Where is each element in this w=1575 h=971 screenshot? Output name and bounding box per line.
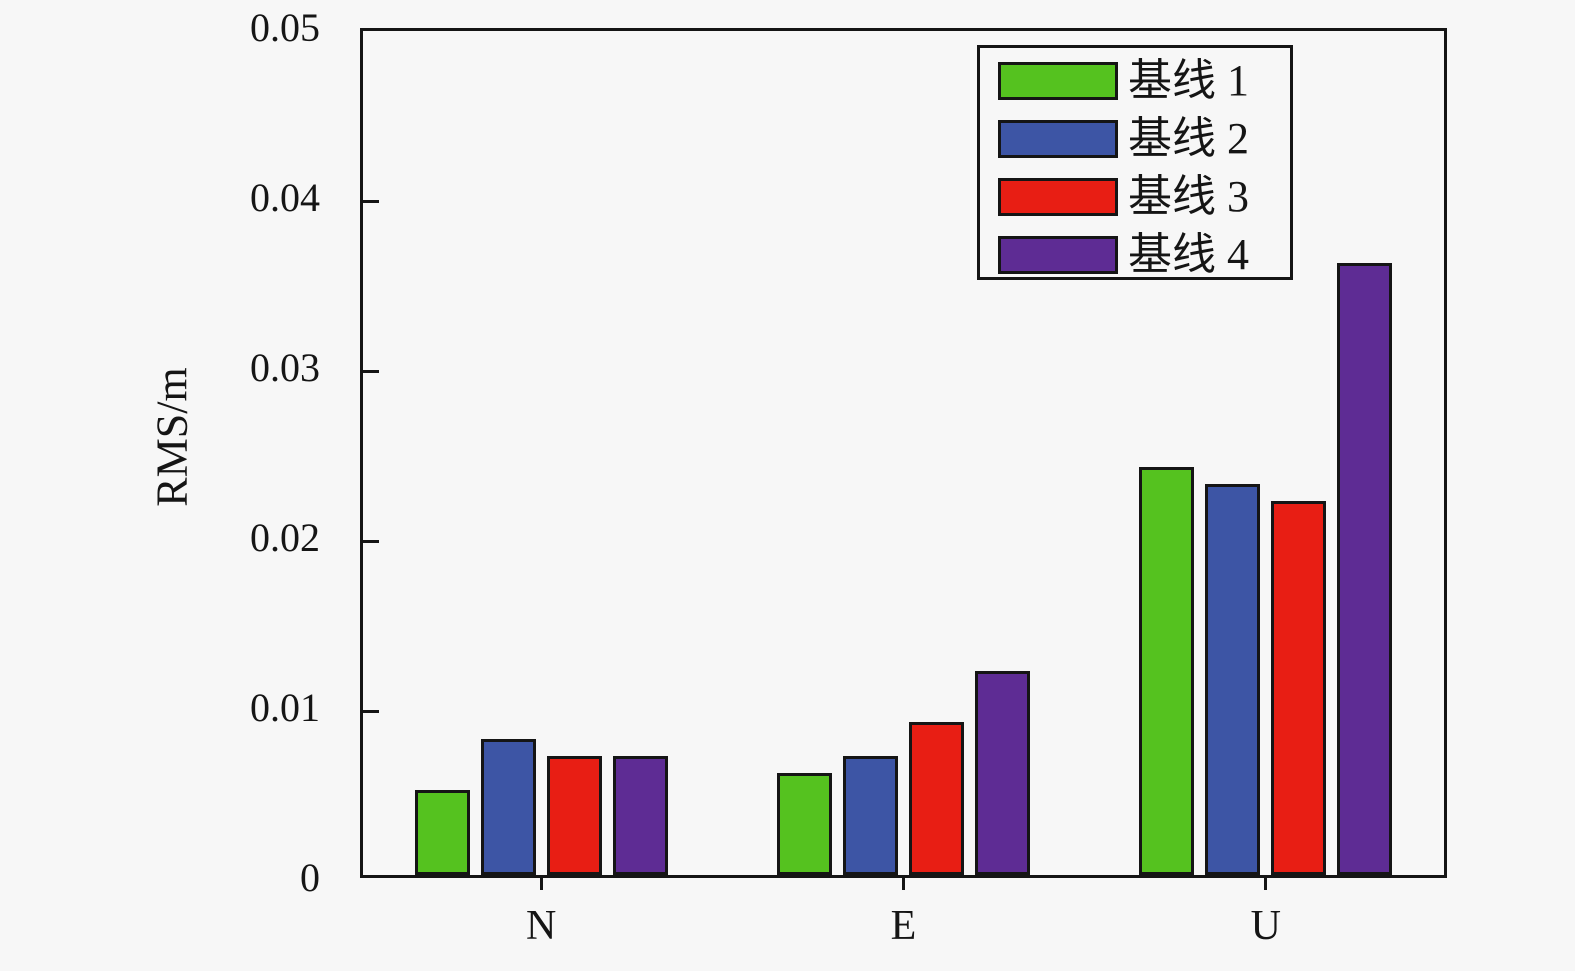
legend-label: 基线 4 xyxy=(1128,230,1249,279)
y-tick-label: 0.02 xyxy=(250,515,320,560)
bar-E-series-1 xyxy=(777,773,832,875)
x-tick-label-U: U xyxy=(1250,903,1281,949)
x-tick-label-E: E xyxy=(890,903,917,949)
legend-swatch xyxy=(998,178,1118,216)
bar-U-series-1 xyxy=(1139,467,1195,875)
y-tick-mark xyxy=(363,709,379,713)
y-tick-label: 0 xyxy=(300,855,320,900)
y-tick-mark xyxy=(363,539,379,543)
bar-U-series-2 xyxy=(1205,484,1261,875)
legend-label: 基线 2 xyxy=(1128,114,1249,163)
y-tick-label: 0.04 xyxy=(250,175,320,220)
bar-E-series-2 xyxy=(843,756,898,875)
x-tick-mark xyxy=(1264,878,1268,890)
legend-swatch xyxy=(998,236,1118,274)
legend-item: 基线 1 xyxy=(980,56,1290,106)
legend-swatch xyxy=(998,62,1118,100)
bar-U-series-4 xyxy=(1337,263,1393,875)
legend-item: 基线 4 xyxy=(980,230,1290,280)
x-tick-mark xyxy=(539,878,543,890)
legend-label: 基线 3 xyxy=(1128,172,1249,221)
bar-E-series-4 xyxy=(975,671,1030,875)
y-tick-mark xyxy=(363,199,379,203)
bar-U-series-3 xyxy=(1271,501,1327,875)
bar-N-series-2 xyxy=(480,739,536,875)
legend-swatch xyxy=(998,120,1118,158)
plot-area: 基线 1 基线 2 基线 3 基线 4 xyxy=(360,28,1447,878)
y-tick-label: 0.05 xyxy=(250,5,320,50)
legend-item: 基线 3 xyxy=(980,172,1290,222)
legend: 基线 1 基线 2 基线 3 基线 4 xyxy=(977,45,1293,280)
bar-N-series-1 xyxy=(414,790,470,875)
y-tick-label: 0.03 xyxy=(250,345,320,390)
legend-item: 基线 2 xyxy=(980,114,1290,164)
x-tick-mark xyxy=(902,878,905,890)
y-axis-title: RMS/m xyxy=(147,367,197,507)
x-tick-label-N: N xyxy=(525,903,557,949)
bar-E-series-3 xyxy=(909,722,964,875)
y-tick-mark xyxy=(363,369,379,373)
bar-N-series-3 xyxy=(546,756,602,875)
legend-label: 基线 1 xyxy=(1128,56,1249,105)
y-tick-label: 0.01 xyxy=(250,685,320,730)
bar-N-series-4 xyxy=(612,756,668,875)
